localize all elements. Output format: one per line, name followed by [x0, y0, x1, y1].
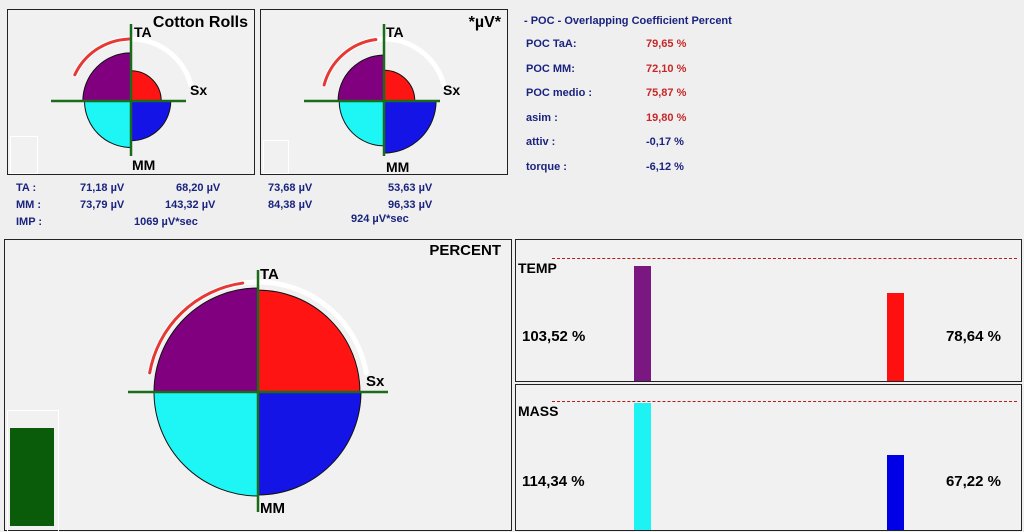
reference-line	[552, 401, 1017, 402]
axis-label-sx: Sx	[443, 82, 461, 98]
axis-label-sx: Sx	[190, 82, 208, 98]
slice-ta-sx	[383, 69, 416, 102]
slice-ta-sx	[130, 70, 162, 102]
outer-arc-red	[73, 37, 131, 77]
reference-line	[552, 258, 1017, 259]
mass-left-value: 114,34 %	[522, 473, 585, 490]
uv-ta-value-1: 73,68 µV	[268, 182, 313, 194]
poc-row-value: 79,65 %	[646, 38, 687, 50]
uv-mm-value-1: 84,38 µV	[268, 199, 313, 211]
axis-label-sx: Sx	[366, 373, 385, 390]
poc-header: - POC - Overlapping Coefficient Percent	[524, 15, 732, 27]
temp-label: TEMP	[518, 260, 557, 276]
mm-row-label: MM :	[16, 199, 42, 211]
ta-row-label: TA :	[16, 182, 37, 194]
mass-label: MASS	[518, 403, 559, 419]
poc-row-value: 75,87 %	[646, 87, 687, 99]
axis-label-mm: MM	[386, 159, 410, 175]
poc-row-label: POC MM:	[526, 62, 575, 75]
corner-box	[10, 136, 38, 174]
cotton-ta-value-1: 71,18 µV	[80, 182, 125, 194]
cotton-ta-value-2: 68,20 µV	[176, 182, 221, 194]
pie-chart-cotton	[51, 24, 194, 156]
temp-left-value: 103,52 %	[522, 328, 586, 345]
mass-left-bar	[634, 402, 651, 530]
poc-row-label: torque :	[526, 160, 567, 173]
axis-label-mm: MM	[260, 500, 285, 517]
poc-row-value: -6,12 %	[646, 160, 684, 173]
pie-chart-uv	[304, 24, 447, 156]
axis-label-ta: TA	[260, 266, 279, 283]
temp-left-bar	[634, 265, 651, 381]
slice-mm-dx	[153, 391, 259, 497]
cotton-mm-value-1: 73,79 µV	[80, 199, 125, 211]
temp-right-bar	[887, 293, 904, 381]
cotton-mm-value-2: 143,32 µV	[165, 199, 216, 211]
poc-row-label: asim :	[526, 111, 558, 124]
uv-mm-value-2: 96,33 µV	[388, 199, 433, 211]
outer-arc-red	[322, 38, 378, 87]
uv-imp-value: 924 µV*sec	[351, 213, 409, 225]
slice-sx-mm	[130, 100, 172, 142]
temp-panel: TEMP 103,52 % 78,64 %	[515, 239, 1022, 382]
slice-sx-mm	[383, 100, 437, 154]
slice-dx-ta	[337, 54, 385, 102]
imp-row-label: IMP :	[16, 216, 43, 228]
poc-row-value: -0,17 %	[646, 136, 684, 148]
mass-right-bar	[887, 455, 904, 530]
poc-row-value: 19,80 %	[646, 111, 687, 124]
axis-label-ta: TA	[134, 24, 152, 40]
outer-arc-red	[148, 281, 245, 375]
poc-row-label: attiv :	[526, 136, 556, 148]
slice-dx-ta	[153, 287, 259, 393]
panel-title: Cotton Rolls	[152, 14, 248, 31]
poc-row-label: POC TaA:	[526, 38, 577, 50]
slice-mm-dx	[338, 100, 385, 147]
uv-ta-value-2: 53,63 µV	[388, 182, 433, 194]
mass-right-value: 67,22 %	[945, 473, 1001, 490]
panel-title: *µV*	[468, 14, 501, 31]
pie-chart-percent	[128, 270, 388, 512]
axis-label-ta: TA	[386, 24, 404, 40]
poc-row-label: POC medio :	[526, 87, 593, 99]
axis-label-mm: MM	[132, 157, 156, 173]
mass-panel: MASS 114,34 % 67,22 %	[515, 384, 1022, 531]
temp-right-value: 78,64 %	[945, 328, 1001, 345]
poc-row-value: 72,10 %	[646, 62, 687, 75]
cotton-imp-value: 1069 µV*sec	[134, 216, 198, 228]
slice-dx-ta	[82, 52, 132, 102]
slice-mm-dx	[84, 100, 132, 148]
slice-ta-sx	[257, 289, 361, 393]
slice-sx-mm	[257, 391, 362, 496]
corner-box	[263, 140, 289, 174]
panel-title: PERCENT	[429, 242, 501, 259]
percent-level-bar	[10, 428, 54, 526]
